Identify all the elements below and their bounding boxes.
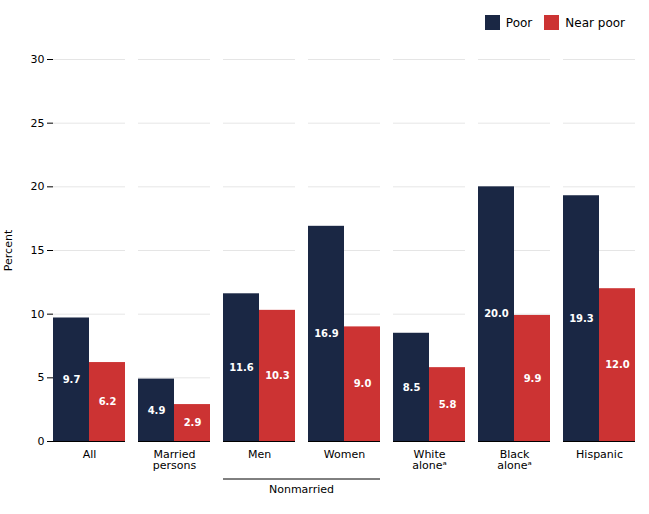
svg-text:11.6: 11.6 bbox=[229, 362, 254, 373]
svg-text:All: All bbox=[83, 448, 97, 461]
svg-text:Hispanic: Hispanic bbox=[576, 448, 623, 461]
svg-text:20: 20 bbox=[31, 180, 45, 193]
svg-text:9.9: 9.9 bbox=[524, 373, 542, 384]
svg-text:20.0: 20.0 bbox=[484, 308, 509, 319]
svg-text:Nonmarried: Nonmarried bbox=[269, 483, 334, 496]
svg-text:19.3: 19.3 bbox=[569, 313, 594, 324]
svg-text:10.3: 10.3 bbox=[265, 370, 290, 381]
svg-text:9.7: 9.7 bbox=[63, 374, 81, 385]
svg-text:8.5: 8.5 bbox=[403, 382, 421, 393]
svg-text:12.0: 12.0 bbox=[605, 359, 630, 370]
html-text:Near poor: Near poor bbox=[565, 15, 625, 30]
svg-text:9.0: 9.0 bbox=[354, 378, 372, 389]
svg-text:6.2: 6.2 bbox=[99, 396, 117, 407]
svg-text:0: 0 bbox=[38, 435, 45, 448]
svg-text:Percent: Percent bbox=[2, 229, 15, 271]
svg-text:16.9: 16.9 bbox=[314, 328, 339, 339]
html-text:Poor: Poor bbox=[505, 15, 533, 30]
svg-text:Marriedpersons: Marriedpersons bbox=[153, 448, 197, 472]
svg-text:10: 10 bbox=[31, 308, 45, 321]
svg-text:Men: Men bbox=[248, 448, 271, 461]
svg-text:2.9: 2.9 bbox=[184, 417, 202, 428]
svg-text:25: 25 bbox=[31, 117, 45, 130]
svg-text:Women: Women bbox=[324, 448, 365, 461]
svg-text:Blackaloneᵃ: Blackaloneᵃ bbox=[497, 448, 532, 472]
svg-text:5: 5 bbox=[38, 371, 45, 384]
svg-text:30: 30 bbox=[31, 53, 45, 66]
svg-text:15: 15 bbox=[31, 244, 45, 257]
svg-text:5.8: 5.8 bbox=[439, 399, 457, 410]
svg-text:4.9: 4.9 bbox=[148, 405, 166, 416]
svg-text:Whitealoneᵃ: Whitealoneᵃ bbox=[412, 448, 447, 472]
